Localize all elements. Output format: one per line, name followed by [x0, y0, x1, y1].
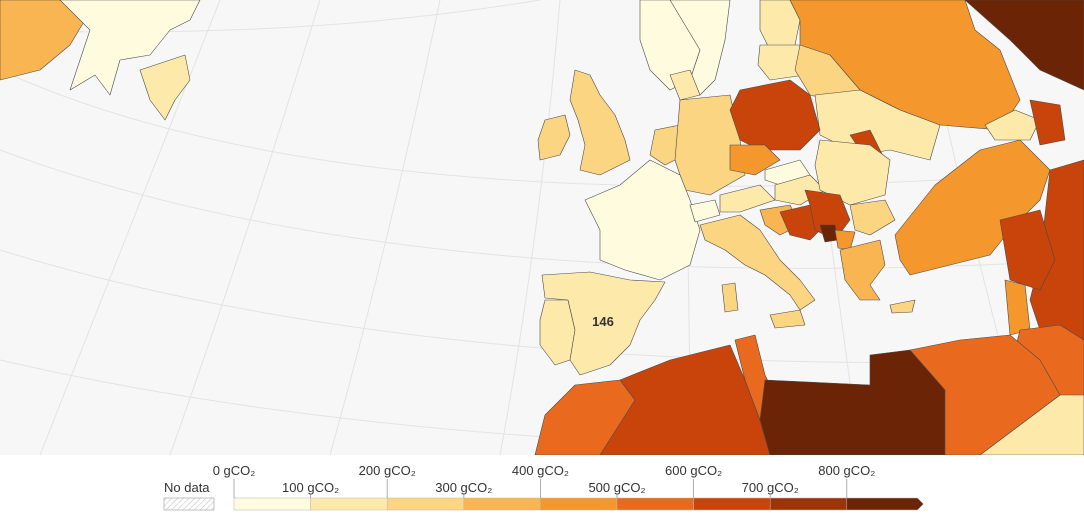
legend-bin-100-200[interactable]	[310, 497, 388, 511]
legend-lower-label-0: 100 gCO₂	[282, 480, 339, 495]
legend-color-bins	[233, 497, 924, 511]
country-georgia-caucasus[interactable]	[984, 109, 1041, 141]
spain-value-label: 146	[592, 314, 614, 329]
legend-upper-label-0: 0 gCO₂	[213, 463, 256, 478]
country-sweden[interactable]	[669, 0, 731, 96]
legend-bin-300-400[interactable]	[463, 497, 541, 511]
country-france[interactable]	[584, 159, 701, 281]
country-sicily[interactable]	[769, 309, 806, 329]
legend-lower-label-3: 700 gCO₂	[742, 480, 799, 495]
country-germany[interactable]	[674, 94, 746, 196]
legend-bin-400-500[interactable]	[540, 497, 618, 511]
legend-upper-label-3: 600 gCO₂	[665, 463, 722, 478]
legend-lower-label-2: 500 gCO₂	[588, 480, 645, 495]
country-syria-iraq[interactable]	[999, 209, 1056, 291]
country-faroe-area[interactable]	[139, 54, 191, 121]
country-azerbaijan[interactable]	[1029, 99, 1066, 146]
country-cyprus-crete[interactable]	[889, 299, 916, 314]
country-switzerland[interactable]	[689, 199, 721, 223]
legend-labels: 0 gCO₂ 200 gCO₂ 400 gCO₂ 600 gCO₂ 800 gCO₂ 10…	[213, 463, 875, 498]
country-denmark[interactable]	[669, 69, 701, 101]
legend: No data 0 gCO₂ 200 gCO₂ 400 gCO₂ 600 gCO₂ 80…	[163, 463, 924, 511]
legend-no-data-swatch	[163, 497, 215, 511]
legend-upper-label-2: 400 gCO₂	[512, 463, 569, 478]
legend-lower-label-1: 300 gCO₂	[435, 480, 492, 495]
choropleth-map: 146	[0, 0, 1084, 455]
country-estonia-latvia[interactable]	[757, 44, 806, 81]
legend-bin-500-600[interactable]	[616, 497, 694, 511]
country-romania[interactable]	[814, 139, 891, 206]
country-spain[interactable]	[541, 271, 666, 376]
country-greenland[interactable]	[0, 0, 86, 81]
country-poland[interactable]	[729, 79, 821, 151]
legend-bin-800-900[interactable]	[846, 497, 924, 511]
legend-bin-600-700[interactable]	[693, 497, 771, 511]
country-kazakhstan[interactable]	[964, 0, 1084, 91]
country-austria[interactable]	[719, 184, 776, 213]
legend-upper-label-4: 800 gCO₂	[818, 463, 875, 478]
legend-bin-0-100[interactable]	[233, 497, 311, 511]
country-greece[interactable]	[839, 239, 886, 301]
country-libya[interactable]	[759, 349, 946, 455]
country-lebanon-israel[interactable]	[1004, 279, 1031, 336]
country-united-kingdom[interactable]	[569, 69, 631, 176]
country-egypt[interactable]	[909, 334, 1061, 455]
legend-no-data-label: No data	[164, 480, 210, 495]
country-iceland[interactable]	[59, 0, 201, 96]
country-sardinia[interactable]	[721, 282, 739, 313]
country-portugal[interactable]	[539, 299, 576, 366]
legend-upper-label-1: 200 gCO₂	[359, 463, 416, 478]
country-bulgaria[interactable]	[849, 199, 896, 236]
legend-bin-700-800[interactable]	[769, 497, 848, 511]
country-czechia[interactable]	[729, 144, 781, 176]
legend-bin-200-300[interactable]	[386, 497, 465, 511]
country-ireland[interactable]	[537, 114, 571, 161]
